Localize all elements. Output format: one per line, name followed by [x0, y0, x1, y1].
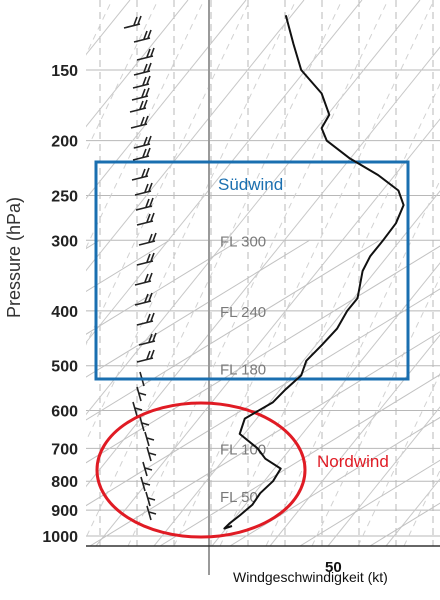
y-tick-label: 900 — [51, 503, 78, 520]
wind-barb — [131, 167, 150, 181]
wind-barb — [132, 75, 151, 89]
flight-level-label: FL 300 — [220, 233, 266, 250]
wind-barb — [130, 115, 149, 129]
y-tick-label: 600 — [51, 404, 78, 421]
grid-diagonal — [86, 0, 421, 416]
wind-barb — [132, 147, 151, 161]
grid-diagonal-dashed — [173, 0, 435, 546]
grid-adiabat — [89, 331, 440, 546]
wind-barb — [138, 232, 157, 246]
y-tick-label: 250 — [51, 188, 78, 205]
grid-adiabat — [86, 239, 311, 378]
wind-barb — [132, 401, 143, 417]
nordwind-label: Nordwind — [317, 452, 389, 471]
background-grid — [86, 0, 440, 546]
flight-level-label: FL 240 — [220, 304, 266, 321]
grid-diagonal-dashed — [357, 372, 440, 546]
wind-barb — [146, 446, 157, 462]
grid-diagonal-dashed — [86, 0, 251, 346]
wind-barb — [134, 272, 153, 286]
wind-barb — [136, 47, 155, 61]
wind-barb — [133, 29, 152, 43]
grid-adiabat — [86, 239, 241, 335]
y-axis-label: Pressure (hPa) — [4, 197, 24, 318]
nordwind-ellipse — [95, 401, 307, 539]
grid-diagonal — [86, 0, 363, 344]
grid-diagonal — [211, 262, 440, 546]
grid-adiabat — [86, 239, 381, 421]
grid-diagonal — [86, 0, 247, 200]
grid-adiabat — [86, 245, 440, 464]
wind-barbs — [123, 15, 157, 521]
wind-barb — [142, 461, 153, 477]
wind-barb — [129, 99, 148, 113]
wind-barb — [140, 476, 151, 492]
wind-barb — [136, 312, 155, 326]
y-tick-label: 400 — [51, 304, 78, 321]
y-tick-label: 300 — [51, 233, 78, 250]
grid-adiabat — [229, 416, 440, 546]
wind-barb — [145, 491, 156, 507]
wind-barb — [136, 386, 147, 402]
wind-barb — [131, 87, 150, 101]
grid-adiabat — [299, 459, 440, 546]
grid-diagonal-dashed — [86, 0, 343, 539]
wind-barb — [146, 505, 157, 521]
y-tick-label: 700 — [51, 441, 78, 458]
grid-adiabat — [159, 374, 440, 546]
grid-adiabat — [86, 239, 171, 292]
grid-diagonal-dashed — [311, 276, 440, 546]
grid-diagonal-dashed — [86, 0, 205, 249]
wind-barb — [139, 416, 150, 432]
wind-barb — [134, 182, 153, 196]
grid-diagonal — [153, 190, 440, 546]
wind-speed-profile-line — [223, 14, 405, 530]
y-tick-label: 200 — [51, 134, 78, 151]
sudwind-label: Südwind — [218, 175, 283, 194]
y-tick-label: 150 — [51, 63, 78, 80]
wind-barb — [134, 292, 153, 306]
x-axis-label: Windgeschwindigkeit (kt) — [233, 569, 388, 585]
grid-diagonal — [86, 0, 189, 128]
wind-barb — [133, 62, 152, 76]
wind-barb — [138, 332, 157, 346]
grid-diagonal-dashed — [127, 0, 389, 546]
wind-barb — [144, 431, 155, 447]
wind-barb — [136, 212, 155, 226]
y-tick-label: 500 — [51, 359, 78, 376]
y-tick-label: 800 — [51, 474, 78, 491]
wind-barb — [133, 135, 152, 149]
wind-barb — [135, 197, 154, 211]
y-tick-label: 1000 — [42, 529, 78, 546]
sudwind-box — [94, 160, 410, 381]
grid-diagonal — [269, 334, 440, 546]
flight-level-label: FL 180 — [220, 362, 266, 379]
wind-barb — [123, 15, 142, 29]
grid-diagonal — [86, 0, 305, 272]
grid-diagonal-dashed — [86, 0, 297, 443]
flight-level-label: FL 50 — [220, 489, 258, 506]
wind-barb — [136, 252, 155, 266]
grid-adiabat — [369, 502, 440, 546]
y-axis-ticks: 150 200 250 300 400 500 600 700 800 900 1000 — [42, 63, 78, 546]
wind-barb — [136, 349, 155, 363]
x-tick-label-50: 50 — [325, 559, 342, 576]
